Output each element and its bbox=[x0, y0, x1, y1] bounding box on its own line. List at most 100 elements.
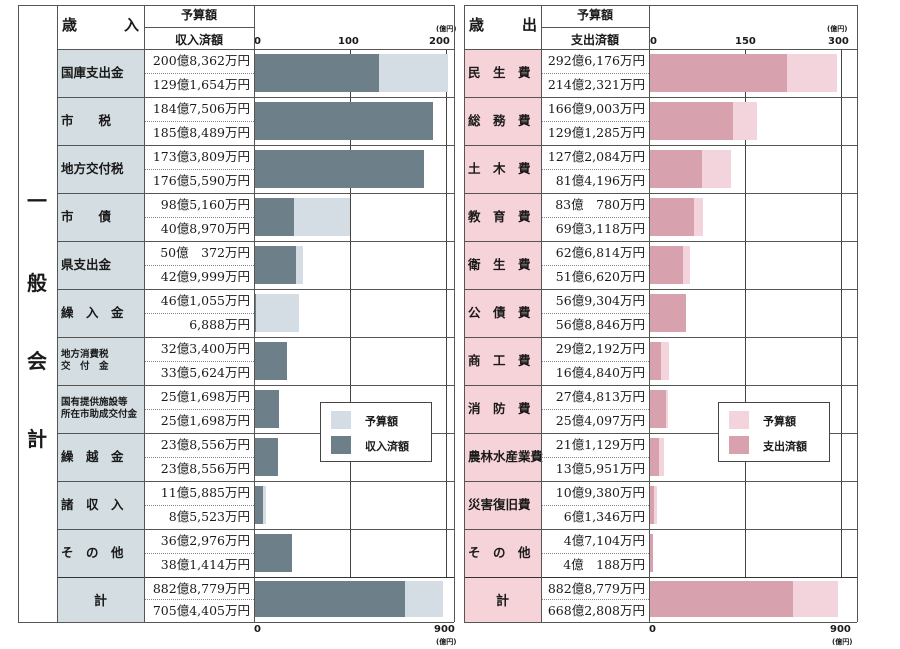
revenue-row-separator bbox=[57, 481, 454, 482]
revenue-row-budget-amount: 50億 372万円 bbox=[160, 245, 250, 260]
revenue-row-budget-amount: 98億5,160万円 bbox=[160, 197, 250, 212]
revenue-row-actual-bar bbox=[255, 438, 278, 476]
expenditure-heading-char2: 出 bbox=[522, 16, 538, 34]
side-label-top-border bbox=[18, 5, 57, 6]
revenue-legend-budget-label: 予算額 bbox=[365, 415, 398, 428]
revenue-label-column bbox=[57, 49, 144, 578]
revenue-row-label: 市 債 bbox=[61, 209, 112, 225]
expenditure-row-separator bbox=[464, 145, 857, 146]
revenue-row-separator bbox=[57, 97, 454, 98]
revenue-row-actual-bar bbox=[255, 534, 292, 572]
expenditure-row-separator bbox=[464, 337, 857, 338]
expenditure-total-unit: (億円) bbox=[832, 638, 853, 646]
revenue-row-label: 地方消費税 交 付 金 bbox=[61, 349, 109, 372]
revenue-row-separator bbox=[57, 193, 454, 194]
side-label-bottom-border bbox=[18, 622, 57, 623]
expenditure-row-separator bbox=[464, 529, 857, 530]
revenue-row-amount-divider bbox=[144, 553, 254, 554]
expenditure-row-actual-amount: 81億4,196万円 bbox=[555, 173, 645, 188]
revenue-row-amount-divider bbox=[144, 265, 254, 266]
expenditure-top-border bbox=[464, 5, 857, 6]
expenditure-row-budget-amount: 27億4,813万円 bbox=[555, 389, 645, 404]
expenditure-row-actual-bar bbox=[650, 294, 687, 332]
expenditure-row-actual-amount: 6億1,346万円 bbox=[563, 509, 645, 524]
revenue-row-label: 国有提供施設等 所在市助成交付金 bbox=[61, 397, 138, 420]
revenue-unit-label: (億円) bbox=[436, 25, 457, 33]
expenditure-row-label: 総 務 費 bbox=[468, 113, 531, 129]
expenditure-row-actual-bar bbox=[650, 342, 661, 380]
revenue-row-actual-amount: 25億1,698万円 bbox=[160, 413, 250, 428]
expenditure-total-separator bbox=[464, 577, 857, 578]
expenditure-row-actual-amount: 56億8,846万円 bbox=[555, 317, 645, 332]
expenditure-row-budget-amount: 127億2,084万円 bbox=[547, 149, 645, 164]
expenditure-row-amount-divider bbox=[541, 169, 649, 170]
revenue-row-actual-amount: 8億5,523万円 bbox=[168, 509, 250, 524]
revenue-row-budget-amount: 11億5,885万円 bbox=[160, 485, 250, 500]
revenue-heading-char2: 入 bbox=[124, 16, 140, 34]
expenditure-row-budget-amount: 292億6,176万円 bbox=[547, 53, 645, 68]
revenue-row-label: 繰 入 金 bbox=[61, 305, 124, 321]
revenue-row-budget-amount: 32億3,400万円 bbox=[160, 341, 250, 356]
revenue-heading-char1: 歳 bbox=[62, 16, 78, 34]
expenditure-row-actual-amount: 214億2,321万円 bbox=[547, 77, 645, 92]
expenditure-row-label: 消 防 費 bbox=[468, 401, 531, 417]
expenditure-row-amount-divider bbox=[541, 73, 649, 74]
expenditure-row-separator bbox=[464, 49, 857, 50]
revenue-row-actual-bar bbox=[255, 198, 295, 236]
revenue-row-amount-divider bbox=[144, 457, 254, 458]
revenue-row-label: 市 税 bbox=[61, 113, 112, 129]
expenditure-tick-300: 300 bbox=[828, 36, 849, 47]
expenditure-row-actual-amount: 51億6,620万円 bbox=[555, 269, 645, 284]
expenditure-row-amount-divider bbox=[541, 457, 649, 458]
expenditure-row-budget-amount: 83億 780万円 bbox=[555, 197, 645, 212]
revenue-row-budget-amount: 200億8,362万円 bbox=[152, 53, 250, 68]
side-label-char-3: 会 bbox=[27, 349, 47, 373]
revenue-row-amount-divider bbox=[144, 361, 254, 362]
revenue-row-actual-bar bbox=[255, 150, 425, 188]
expenditure-row-budget-amount: 4億7,104万円 bbox=[563, 533, 645, 548]
revenue-row-amount-divider bbox=[144, 409, 254, 410]
expenditure-row-amount-divider bbox=[541, 313, 649, 314]
revenue-row-label: 国庫支出金 bbox=[61, 65, 124, 81]
revenue-row-actual-bar bbox=[255, 246, 297, 284]
expenditure-row-actual-bar bbox=[650, 438, 659, 476]
revenue-row-label: 諸 収 入 bbox=[61, 497, 124, 513]
revenue-total-label: 計 bbox=[93, 594, 107, 609]
expenditure-col-actual-header: 支出済額 bbox=[570, 33, 619, 47]
revenue-row-separator bbox=[57, 337, 454, 338]
expenditure-row-actual-amount: 25億4,097万円 bbox=[555, 413, 645, 428]
expenditure-row-actual-bar bbox=[650, 150, 703, 188]
revenue-legend: 予算額 収入済額 bbox=[320, 402, 432, 462]
expenditure-header-divider bbox=[541, 27, 649, 28]
revenue-row-budget-amount: 173億3,809万円 bbox=[152, 149, 250, 164]
revenue-row-actual-amount: 38億1,414万円 bbox=[160, 557, 250, 572]
expenditure-row-amount-divider bbox=[541, 553, 649, 554]
expenditure-row-budget-amount: 56億9,304万円 bbox=[555, 293, 645, 308]
expenditure-bottom-border bbox=[464, 622, 857, 623]
expenditure-unit-label: (億円) bbox=[827, 25, 848, 33]
revenue-gridline-100 bbox=[350, 49, 351, 577]
revenue-row-amount-divider bbox=[144, 121, 254, 122]
expenditure-total-tick-0: 0 bbox=[649, 624, 656, 635]
expenditure-row-label: そ の 他 bbox=[468, 545, 531, 561]
expenditure-row-amount-divider bbox=[541, 265, 649, 266]
revenue-row-amount-divider bbox=[144, 73, 254, 74]
expenditure-legend-actual-swatch bbox=[729, 436, 749, 454]
revenue-row-actual-bar bbox=[255, 294, 256, 332]
revenue-row-label: 繰 越 金 bbox=[61, 449, 124, 465]
expenditure-row-separator bbox=[464, 193, 857, 194]
revenue-row-actual-amount: 40億8,970万円 bbox=[160, 221, 250, 236]
expenditure-legend-budget-label: 予算額 bbox=[763, 415, 796, 428]
revenue-total-actual-bar bbox=[255, 581, 406, 617]
expenditure-row-budget-amount: 21億1,129万円 bbox=[555, 437, 645, 452]
expenditure-gridline-150 bbox=[745, 49, 746, 577]
expenditure-total-budget-amount: 882億8,779万円 bbox=[547, 581, 645, 596]
revenue-row-budget-amount: 36億2,976万円 bbox=[160, 533, 250, 548]
expenditure-total-label-bg bbox=[464, 577, 541, 622]
revenue-col-actual-header: 収入済額 bbox=[174, 33, 223, 47]
revenue-row-actual-amount: 23億8,556万円 bbox=[160, 461, 250, 476]
expenditure-legend-actual-label: 支出済額 bbox=[763, 440, 807, 453]
expenditure-row-separator bbox=[464, 97, 857, 98]
expenditure-row-budget-amount: 10億9,380万円 bbox=[555, 485, 645, 500]
revenue-row-actual-amount: 129億1,654万円 bbox=[152, 77, 250, 92]
